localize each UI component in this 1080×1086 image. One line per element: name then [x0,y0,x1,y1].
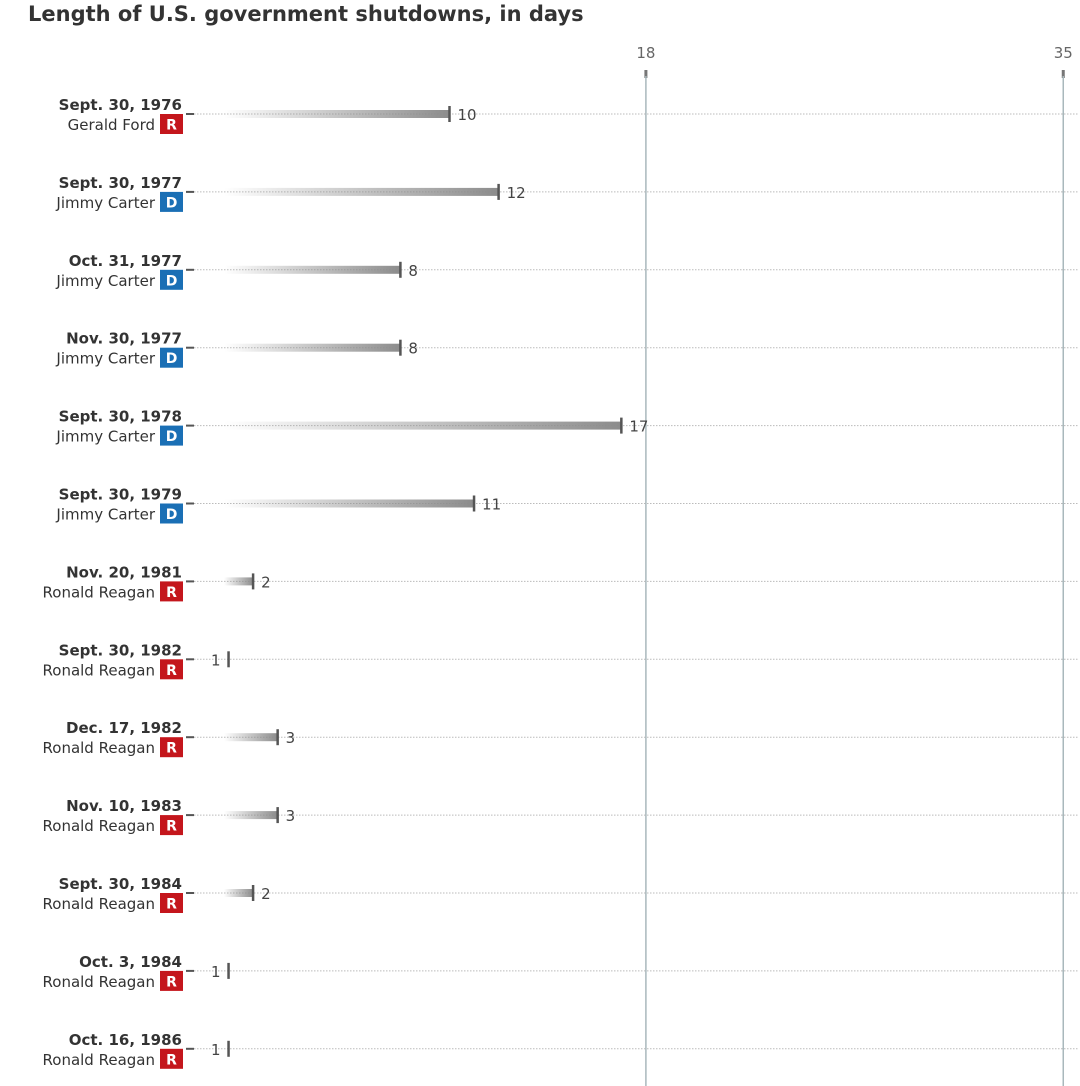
party-badge-letter: D [166,273,178,289]
row-date-label: Oct. 16, 1986 [69,1031,182,1049]
party-badge-letter: D [166,195,178,211]
row-president-label: Jimmy Carter [55,350,155,368]
bar [224,265,401,274]
party-badge [160,970,183,991]
bar-value-label: 3 [286,807,296,825]
party-badge-letter: R [166,118,177,134]
party-badge-letter: D [166,429,178,445]
bar-value-label: 8 [408,340,418,358]
party-badge [160,503,183,524]
row-president-label: Ronald Reagan [43,739,155,757]
party-badge [160,114,183,134]
bar-value-label: 10 [458,106,477,124]
row-date-label: Dec. 17, 1982 [66,719,182,737]
bar [224,343,401,352]
bar [224,577,254,586]
row-date-label: Sept. 30, 1984 [59,875,182,893]
bar-value-label: 17 [629,418,648,436]
bar-value-label: 1 [211,651,221,669]
bar [224,421,622,430]
bar-value-label: 3 [286,729,296,747]
row-date-label: Sept. 30, 1976 [59,96,182,114]
party-badge-letter: R [166,1052,177,1068]
bar [224,187,499,196]
bar [224,811,278,820]
party-badge [160,815,183,836]
row-date-label: Sept. 30, 1978 [59,408,182,426]
bar-value-label: 2 [261,885,271,903]
row-president-label: Ronald Reagan [43,817,155,835]
party-badge [160,425,183,446]
bar-value-label: 2 [261,573,271,591]
chart-title: Length of U.S. government shutdowns, in … [28,2,584,26]
bar-value-label: 1 [211,963,221,981]
row-president-label: Gerald Ford [68,116,155,134]
party-badge [160,191,183,212]
row-president-label: Ronald Reagan [43,661,155,679]
party-badge [160,659,183,680]
bar-value-label: 12 [507,184,526,202]
bar-value-label: 11 [482,496,501,514]
row-date-label: Oct. 31, 1977 [69,252,182,270]
party-badge-letter: R [166,819,177,835]
row-date-label: Sept. 30, 1982 [59,641,182,659]
party-badge-letter: D [166,507,178,523]
bar [224,889,254,897]
bar [224,733,278,742]
row-president-label: Jimmy Carter [55,272,155,290]
bar [224,499,475,508]
party-badge [160,347,183,368]
bar-value-label: 8 [408,262,418,280]
party-badge-letter: R [166,897,177,913]
row-date-label: Sept. 30, 1977 [59,174,182,192]
row-president-label: Jimmy Carter [55,506,155,524]
row-date-label: Nov. 30, 1977 [66,330,182,348]
row-president-label: Jimmy Carter [55,194,155,212]
party-badge-letter: D [166,351,178,367]
row-president-label: Ronald Reagan [43,973,155,991]
party-badge [160,269,183,290]
row-president-label: Ronald Reagan [43,1051,155,1069]
party-badge [160,1048,183,1069]
x-tick-label-35: 35 [1054,44,1073,62]
row-date-label: Nov. 10, 1983 [66,797,182,815]
party-badge [160,581,183,602]
party-badge-letter: R [166,585,177,601]
row-president-label: Jimmy Carter [55,428,155,446]
party-badge [160,893,183,913]
row-president-label: Ronald Reagan [43,895,155,913]
x-tick-label-18: 18 [636,44,655,62]
row-date-label: Sept. 30, 1979 [59,486,182,504]
party-badge-letter: R [166,741,177,757]
party-badge-letter: R [166,974,177,990]
party-badge-letter: R [166,663,177,679]
row-date-label: Oct. 3, 1984 [79,953,182,971]
row-date-label: Nov. 20, 1981 [66,563,182,581]
bar-value-label: 1 [211,1041,221,1059]
bar [224,110,450,118]
row-president-label: Ronald Reagan [43,583,155,601]
party-badge [160,737,183,758]
